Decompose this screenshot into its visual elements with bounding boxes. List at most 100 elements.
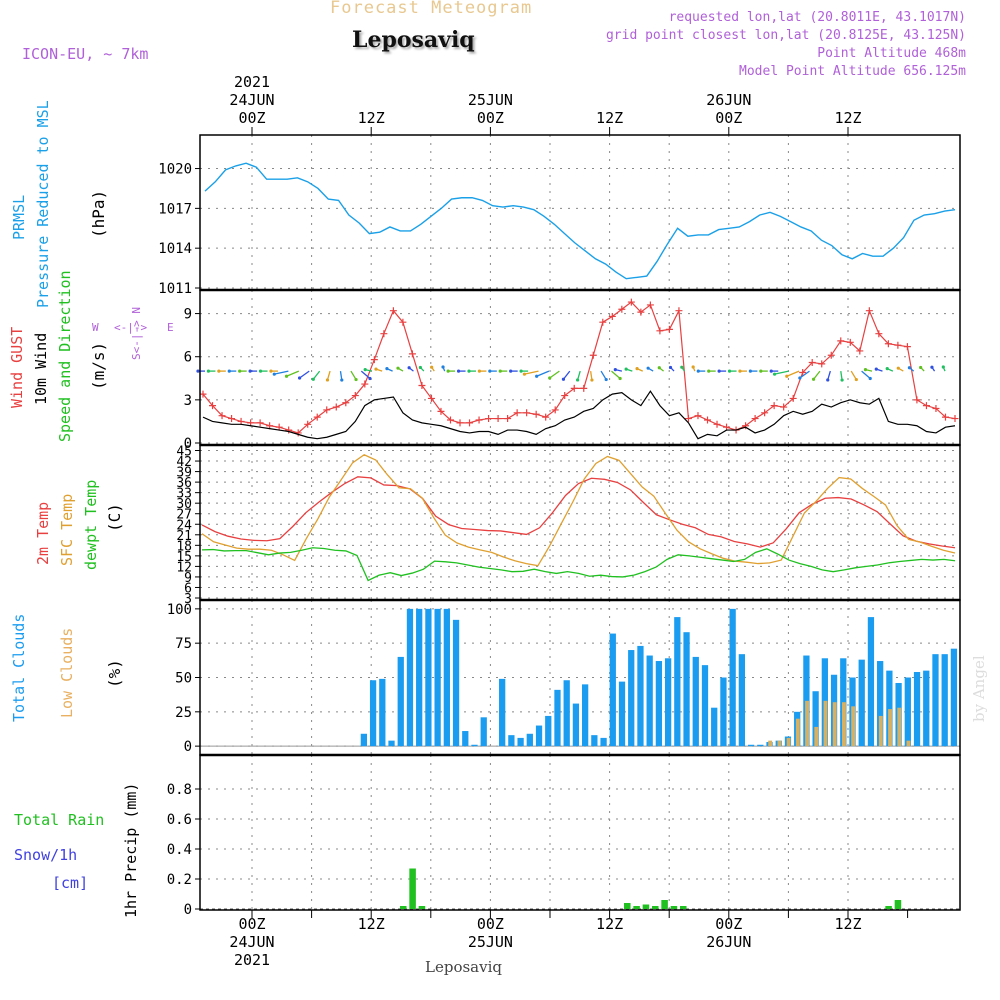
wind-direction-arrow	[850, 370, 857, 380]
compass-ns: S<-|-> N	[130, 307, 143, 360]
wind-arrow-head	[269, 369, 273, 373]
low-cloud-bar	[832, 702, 837, 747]
temp2m-line	[201, 476, 956, 549]
1hr-precip-axis-label: 1hr Precip (mm)	[122, 783, 140, 918]
wind-arrow-head	[811, 377, 816, 381]
total-cloud-bar	[406, 608, 414, 747]
y-tick-label: 33	[176, 487, 192, 502]
total-cloud-bar	[628, 650, 635, 747]
wind-arrow-head	[646, 366, 650, 370]
gust-marker	[427, 394, 435, 402]
gust-marker	[875, 330, 883, 338]
bottom-time-label: 26JUN	[706, 933, 751, 951]
gust-marker	[399, 318, 407, 326]
total-cloud-bar	[572, 703, 580, 747]
gust-marker	[351, 392, 359, 400]
gust-marker	[456, 419, 464, 427]
y-tick-label: 12	[176, 560, 192, 575]
wind-direction-arrow	[600, 370, 607, 380]
gust-marker	[627, 298, 635, 306]
gust-marker	[446, 416, 454, 424]
rain-bar	[642, 904, 650, 909]
wind-direction-arrow	[774, 370, 789, 375]
rain-bar	[661, 900, 668, 909]
point-altitude: Point Altitude 468m	[817, 46, 966, 61]
wind-arrow-head	[368, 376, 372, 381]
total-cloud-bar	[858, 659, 865, 747]
location-title: Leposaviq	[352, 27, 475, 53]
y-tick-label: 9	[184, 571, 192, 586]
low-cloud-bar	[805, 700, 809, 747]
wind-direction-arrow	[786, 370, 800, 377]
y-tick-label: 3	[184, 393, 192, 409]
top-time-label: 00Z	[715, 109, 742, 127]
total-cloud-bar	[711, 707, 718, 747]
y-tick-label: 1014	[158, 241, 192, 257]
top-time-label: 00Z	[477, 109, 504, 127]
rain-bar	[418, 906, 426, 909]
snow-unit: [cm]	[52, 874, 88, 892]
wind-arrow-head	[456, 369, 461, 373]
gust-marker	[599, 318, 607, 326]
gust-marker	[485, 415, 493, 423]
bottom-time-label: 24JUN	[229, 933, 274, 951]
y-tick-label: 30	[176, 497, 192, 512]
total-cloud-bar	[877, 661, 884, 747]
sfc-temp-label: SFC Temp	[58, 494, 76, 566]
rain-bar	[624, 903, 631, 909]
gust-marker	[675, 307, 683, 315]
total-cloud-bar	[674, 617, 681, 747]
y-tick-label: 18	[176, 539, 192, 554]
y-tick-label: 0	[184, 739, 192, 755]
wind-arrow-head	[826, 378, 830, 382]
top-time-label: 12Z	[596, 109, 623, 127]
bottom-time-label: 25JUN	[468, 933, 513, 951]
top-time-label: 24JUN	[229, 91, 274, 109]
wind-arrow-head	[941, 365, 945, 369]
pressure-unit: (hPa)	[89, 190, 108, 238]
gust-marker	[589, 351, 597, 359]
gust-marker	[608, 312, 616, 320]
wind-arrow-head	[248, 369, 252, 373]
gust-marker	[865, 307, 873, 315]
total-cloud-bar	[932, 654, 939, 747]
wind-arrow-head	[396, 366, 400, 370]
gust-marker	[523, 409, 531, 417]
total-cloud-bar	[416, 608, 423, 747]
low-cloud-bar	[786, 737, 791, 747]
wind-arrow-head	[769, 369, 773, 373]
gust-marker	[437, 407, 445, 415]
total-cloud-bar	[360, 733, 368, 747]
dewpt-label: dewpt Temp	[82, 480, 100, 570]
wind-arrow-head	[446, 369, 450, 373]
low-cloud-bar	[814, 726, 819, 747]
top-time-label: 25JUN	[468, 91, 513, 109]
rain-label: Total Rain	[14, 811, 104, 829]
total-cloud-bar	[923, 670, 930, 747]
gust-marker	[656, 327, 664, 335]
wind-arrow-head	[488, 369, 492, 373]
wind-arrow-head	[441, 365, 445, 369]
y-tick-label: 6	[184, 581, 192, 596]
total-cloud-bar	[609, 633, 616, 747]
y-tick-label: 36	[176, 476, 192, 491]
total-cloud-bar	[582, 684, 589, 747]
gust-marker	[922, 402, 930, 410]
low-cloud-bar	[768, 740, 773, 747]
gust-marker	[304, 420, 312, 428]
gust-marker	[342, 399, 350, 407]
gust-marker	[903, 343, 911, 351]
rain-bar	[633, 906, 640, 909]
top-time-label: 12Z	[358, 109, 385, 127]
y-tick-label: 100	[167, 602, 192, 618]
wind-arrow-head	[477, 369, 482, 373]
watermark: by Angel	[970, 655, 988, 722]
gust-marker	[408, 350, 416, 358]
gust-marker	[466, 419, 474, 427]
wind-arrow-head	[509, 369, 513, 373]
y-tick-label: 0	[184, 436, 192, 452]
wind-arrow-head	[772, 372, 777, 376]
y-tick-label: 27	[176, 508, 192, 523]
y-tick-label: 6	[184, 350, 192, 366]
gust-marker	[665, 325, 673, 333]
